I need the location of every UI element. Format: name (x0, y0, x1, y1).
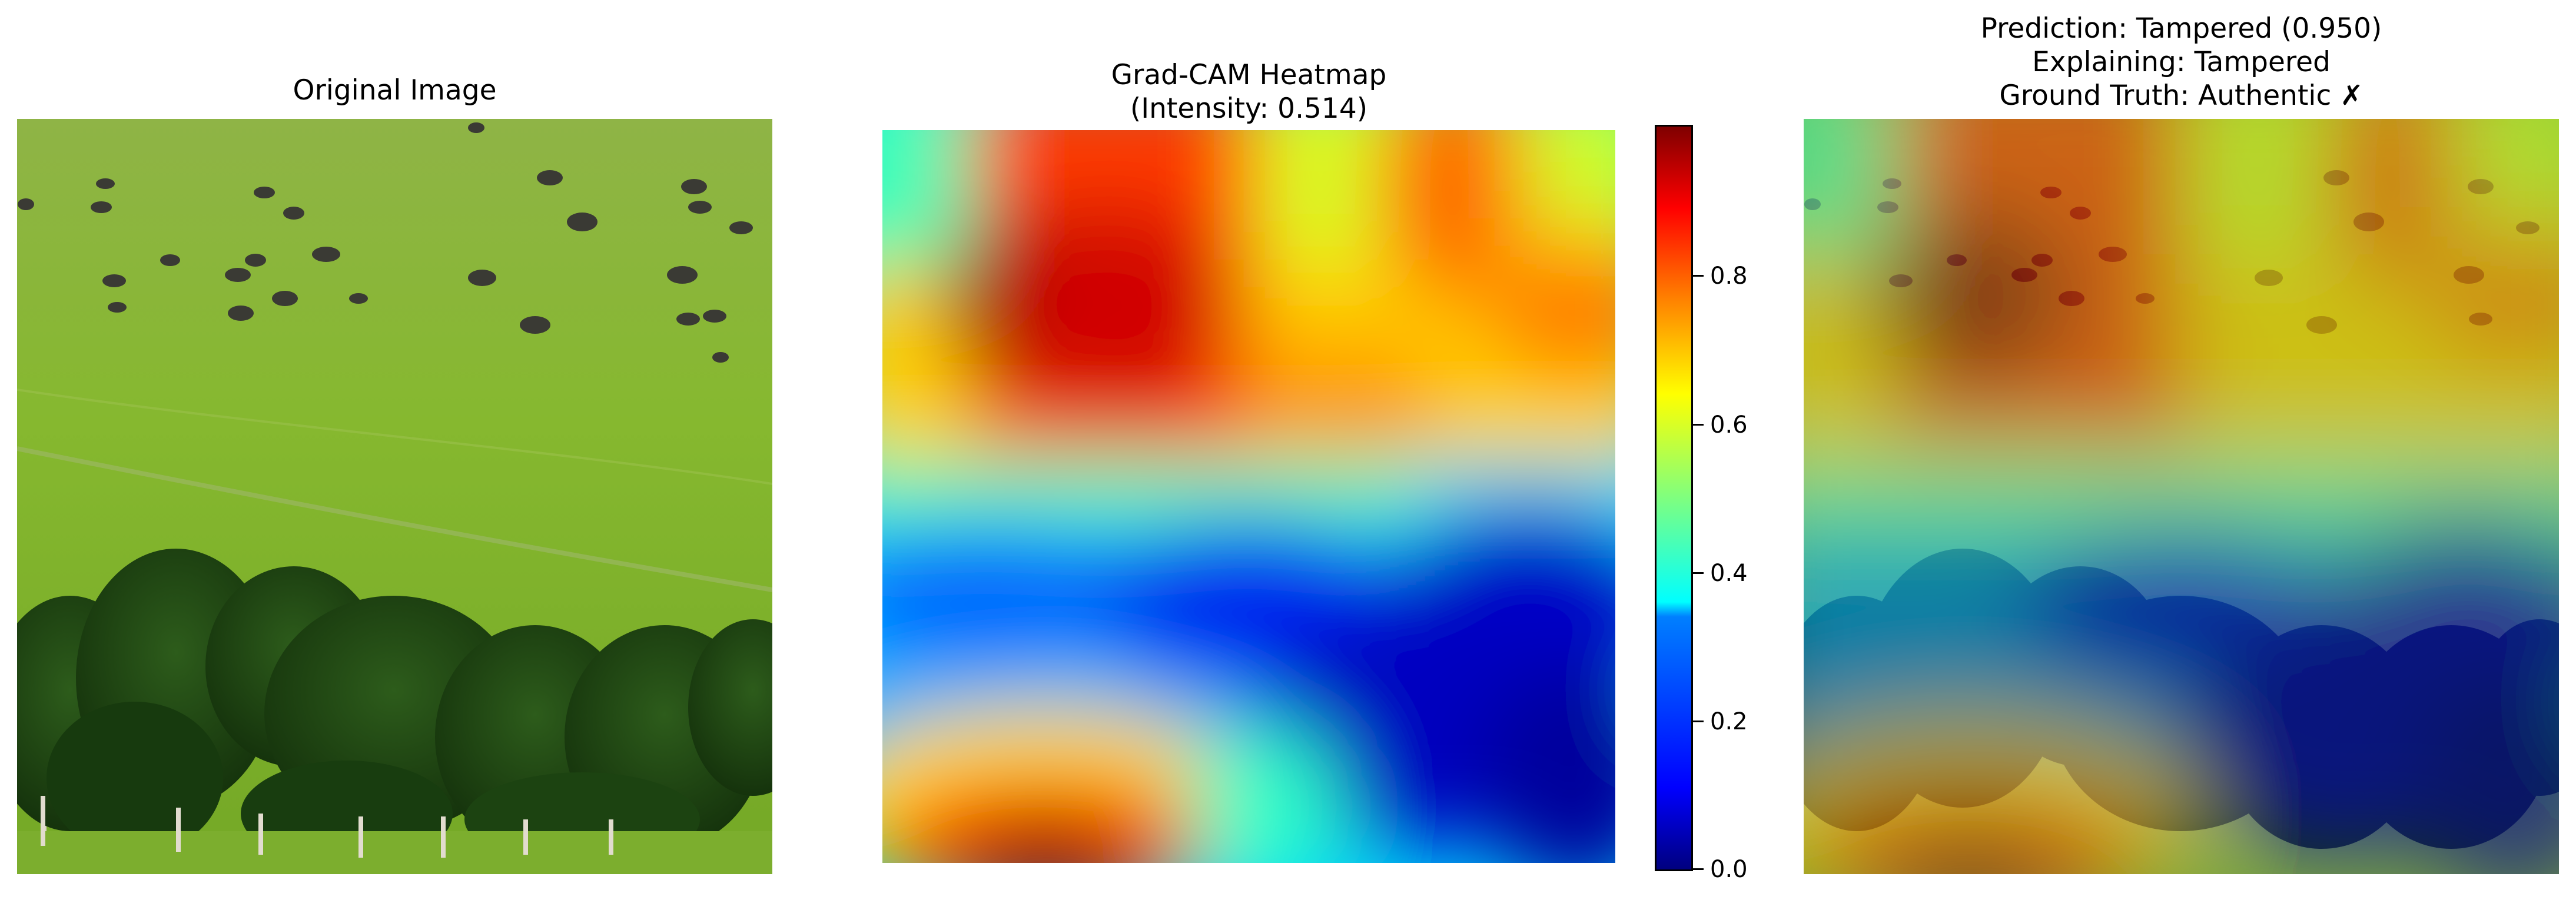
explaining-label: Explaining: Tampered (2032, 46, 2331, 78)
heatmap-title: Grad-CAM Heatmap (Intensity: 0.514) (882, 58, 1615, 125)
colorbar-tick-3 (1693, 424, 1704, 426)
heatmap-graphic (882, 130, 1615, 863)
colorbar-tick-label-4: 0.8 (1710, 263, 1748, 290)
gradcam-heatmap (882, 130, 1615, 863)
tree-line (17, 549, 772, 867)
colorbar-tick-label-0: 0.0 (1710, 856, 1748, 883)
colorbar-tick-label-2: 0.4 (1710, 560, 1748, 587)
original-image (17, 119, 772, 874)
colorbar-tick-2 (1693, 572, 1704, 574)
heatmap-title-line-1: Grad-CAM Heatmap (1111, 59, 1387, 91)
original-image-title-text: Original Image (293, 74, 497, 107)
colorbar-tick-1 (1693, 721, 1704, 722)
colorbar-tick-label-3: 0.6 (1710, 411, 1748, 439)
original-image-title: Original Image (17, 74, 772, 107)
overlay-title: Prediction: Tampered (0.950) Explaining:… (1804, 12, 2559, 112)
ground-truth-label: Ground Truth: Authentic ✗ (1999, 79, 2363, 112)
original-image-graphic (17, 119, 772, 874)
colorbar (1655, 125, 1693, 871)
colorbar-tick-0 (1693, 868, 1704, 870)
heatmap-title-line-2: (Intensity: 0.514) (1130, 92, 1368, 125)
gradcam-overlay (1804, 119, 2559, 874)
colorbar-tick-label-1: 0.2 (1710, 708, 1748, 735)
colorbar-tick-4 (1693, 275, 1704, 277)
overlay-graphic (1804, 119, 2559, 874)
prediction-label: Prediction: Tampered (0.950) (1980, 12, 2382, 45)
cattle-group (18, 122, 753, 363)
